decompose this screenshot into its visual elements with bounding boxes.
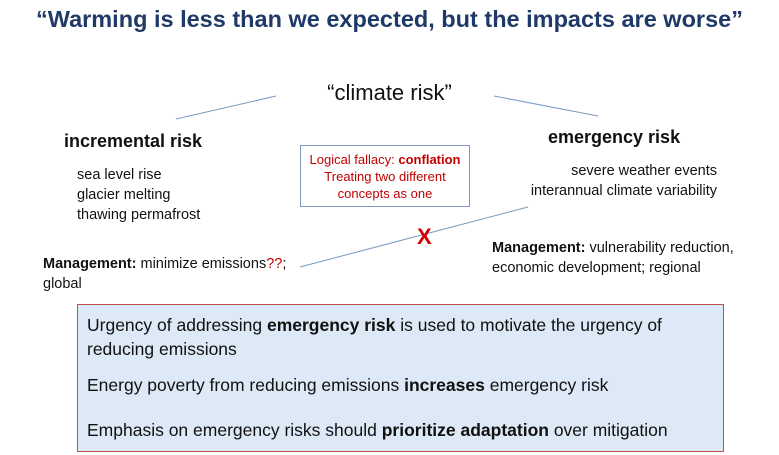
climate-risk-label: “climate risk” [327, 80, 452, 105]
summary-text: Energy poverty from reducing emissions [87, 375, 405, 395]
summary-text: emergency risk [484, 375, 609, 395]
summary-point-3: Emphasis on emergency risks should prior… [87, 418, 668, 442]
summary-emphasis: prioritize adaptation [381, 420, 549, 440]
emergency-risk-heading: emergency risk [548, 127, 681, 147]
slide-title: “Warming is less than we expected, but t… [36, 6, 743, 32]
list-item: glacier melting [77, 187, 171, 203]
list-item: thawing permafrost [77, 207, 201, 223]
summary-emphasis: increases [404, 375, 485, 395]
list-item: sea level rise [77, 167, 162, 183]
management-value: minimize emissions [136, 256, 267, 272]
fallacy-line2: Treating two different [324, 169, 446, 184]
management-punct: ; [282, 256, 287, 272]
summary-point-1-line2: reducing emissions [87, 339, 237, 359]
summary-point-1: Urgency of addressing emergency risk is … [87, 313, 662, 337]
summary-text: Emphasis on emergency risks should [87, 420, 382, 440]
management-value: vulnerability reduction, [585, 240, 734, 256]
right-connector-line [493, 95, 599, 117]
left-connector-line [175, 95, 277, 120]
question-marks: ?? [266, 256, 283, 272]
fallacy-prefix: Logical fallacy: [309, 152, 399, 167]
conflation-line [299, 206, 529, 268]
summary-text: Urgency of addressing [87, 315, 267, 335]
management-line2: global [43, 276, 82, 292]
logical-fallacy-box: Logical fallacy: conflation Treating two… [300, 145, 470, 207]
summary-emphasis: emergency risk [266, 315, 396, 335]
incremental-risk-list: sea level rise glacier melting thawing p… [77, 165, 200, 225]
management-label: Management: [43, 256, 137, 272]
management-label: Management: [492, 240, 586, 256]
cross-mark-icon: X [417, 224, 432, 249]
right-management-text: Management: vulnerability reduction, eco… [492, 238, 734, 278]
management-line2: economic development; regional [492, 260, 701, 276]
fallacy-line3: concepts as one [337, 186, 433, 201]
incremental-risk-heading: incremental risk [64, 131, 203, 151]
summary-text: over mitigation [548, 420, 668, 440]
summary-point-2: Energy poverty from reducing emissions i… [87, 373, 608, 397]
summary-box: Urgency of addressing emergency risk is … [77, 304, 724, 452]
left-management-text: Management: minimize emissions??; global [43, 254, 286, 294]
summary-text: is used to motivate the urgency of [395, 315, 662, 335]
emergency-risk-list: severe weather events interannual climat… [500, 161, 717, 201]
fallacy-keyword: conflation [398, 152, 461, 167]
list-item: severe weather events [571, 163, 717, 179]
list-item: interannual climate variability [530, 183, 717, 199]
